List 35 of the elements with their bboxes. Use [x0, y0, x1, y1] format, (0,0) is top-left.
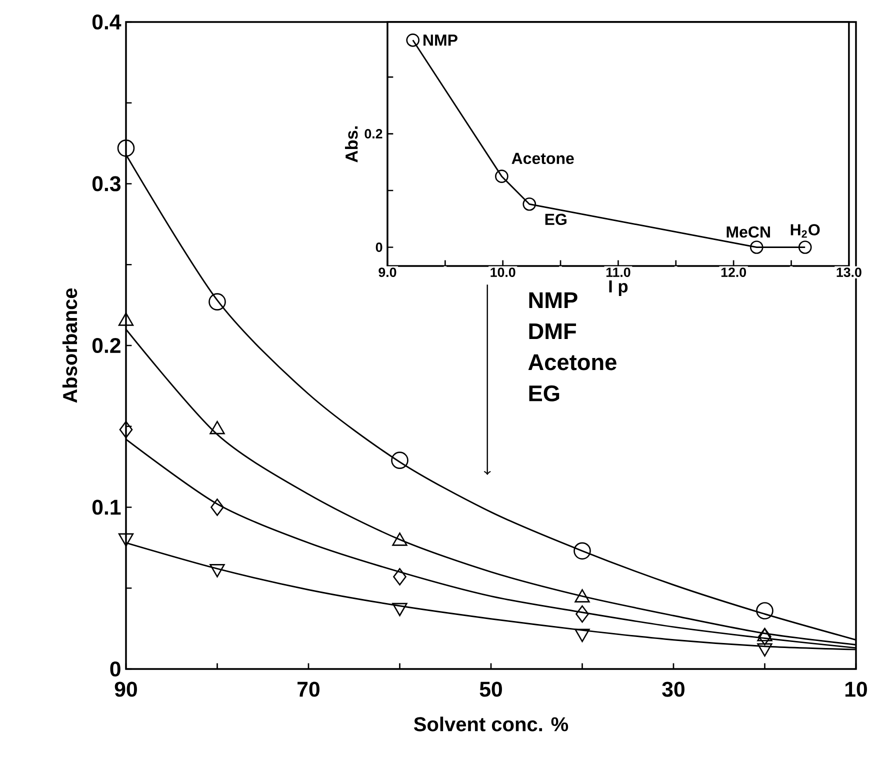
x-tick-label: 10.0	[490, 268, 516, 278]
x-tick-label: 10	[845, 682, 867, 697]
y-tick-label: 0.2	[92, 338, 120, 354]
annotation: EG	[529, 385, 560, 402]
y-axis-title: Absorbance	[62, 288, 78, 403]
annotation: DMF	[529, 323, 576, 340]
x-tick-label: 11.0	[606, 268, 630, 278]
y-tick-label: 0.2	[364, 129, 382, 138]
y-tick-label: 0	[376, 242, 382, 252]
x-tick-label: 30	[662, 682, 684, 697]
x-tick-label: 9.0	[378, 268, 396, 278]
point	[750, 240, 764, 254]
x-tick-label: 12.0	[721, 268, 746, 278]
y-tick-label: 0.3	[92, 176, 120, 192]
annotation: NMP	[424, 34, 458, 46]
point	[495, 170, 508, 184]
x-axis-title: Solvent conc. %	[414, 716, 568, 732]
annotation: MeCN	[726, 226, 770, 238]
x-tick-label: 13.0	[836, 268, 862, 278]
y-tick-label: 0.4	[92, 14, 122, 30]
point	[798, 240, 812, 254]
point	[406, 33, 420, 47]
annotation: Acetone	[528, 354, 616, 370]
x-axis-title: I p	[609, 280, 628, 296]
annotation: EG	[545, 214, 566, 226]
y-tick-label: 0.1	[92, 500, 121, 515]
y-axis-title: Abs.	[345, 126, 358, 162]
annotation: NMP	[529, 292, 578, 308]
annotation: H$_{2}$O	[790, 224, 820, 238]
x-tick-label: 70	[298, 682, 320, 697]
annotation: Acetone	[512, 152, 574, 164]
x-tick-label: 90	[114, 682, 137, 697]
y-tick-label: 0	[110, 661, 120, 677]
point	[522, 197, 536, 211]
x-tick-label: 50	[480, 682, 502, 697]
